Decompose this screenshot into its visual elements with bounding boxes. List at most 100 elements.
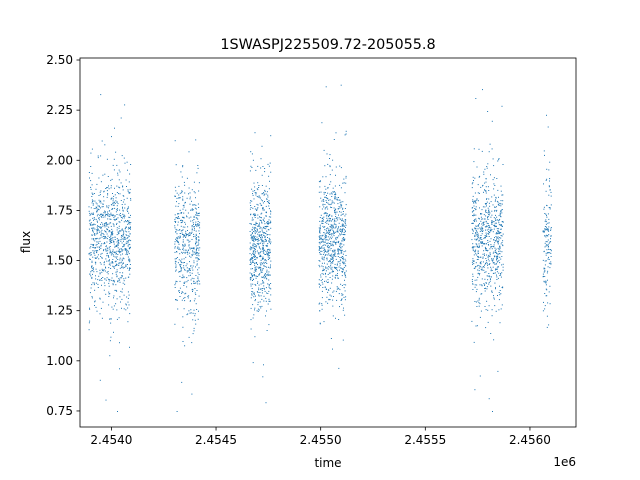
data-point [473,210,475,211]
data-point [545,223,547,225]
data-point [193,309,195,311]
data-point [253,294,255,296]
data-point [174,186,176,188]
data-point [329,165,331,167]
data-point [261,222,263,224]
data-point [92,227,94,229]
data-point [472,229,474,231]
data-point [196,309,198,310]
data-point [105,399,107,401]
data-point [344,265,346,267]
data-point [113,240,115,242]
data-point [105,266,106,268]
data-point [129,261,131,263]
data-point [340,252,342,254]
data-point [499,256,501,258]
data-point [547,239,549,241]
data-point [258,295,260,297]
data-point [496,252,497,254]
data-point [196,290,198,291]
data-point [182,205,184,207]
data-point [482,261,484,263]
data-point [104,214,106,216]
data-point [327,302,329,304]
data-point [326,197,327,199]
data-point [191,226,193,228]
data-point [326,197,328,199]
data-point [108,280,110,282]
data-point [101,271,103,273]
data-point [502,194,504,196]
data-point [176,411,178,412]
data-point [495,310,497,312]
data-point [126,243,128,245]
data-point [487,240,489,241]
data-point [337,287,339,289]
data-point [334,252,336,254]
data-point [473,254,475,256]
data-point [194,319,196,321]
data-point [477,228,479,230]
data-point [185,250,187,252]
data-point [332,348,333,350]
data-point [325,235,327,237]
data-point [502,244,504,246]
data-point [98,195,100,196]
data-point [175,221,176,223]
data-point [483,269,485,271]
data-point [127,228,129,230]
data-point [262,376,264,378]
data-point [100,155,102,157]
data-point [342,201,344,203]
data-point [113,169,115,171]
data-point [196,260,198,262]
data-point [335,174,336,176]
data-point [544,213,546,214]
data-point [191,254,193,256]
data-point [263,287,265,289]
data-point [344,223,346,225]
data-point [125,277,127,279]
data-point [251,232,253,234]
data-point [339,202,341,204]
data-point [473,148,475,150]
data-point [106,277,108,279]
data-point [250,262,252,264]
data-point [545,228,547,230]
data-point [542,259,544,261]
data-point [197,258,199,259]
data-point [187,230,188,231]
data-point [128,226,130,228]
data-point [497,201,499,203]
data-point [326,220,328,222]
data-point [190,274,191,276]
data-point [263,232,264,234]
data-point [268,251,269,253]
data-point [258,235,260,236]
data-point [264,266,266,268]
data-point [263,217,265,219]
data-point [330,265,332,267]
data-point [178,247,180,249]
data-point [342,269,344,271]
data-point [483,221,485,223]
data-point [472,195,474,197]
data-point [265,297,267,299]
data-point [128,181,130,183]
data-point [501,235,503,237]
data-point [486,222,488,224]
data-point [320,235,322,237]
data-point [180,220,182,221]
data-point [199,247,201,249]
data-point [102,277,104,278]
data-point [189,261,190,263]
data-point [266,191,268,193]
data-point [492,179,494,181]
data-point [319,180,321,182]
data-point [180,260,182,262]
data-point [324,241,326,243]
data-point [502,164,504,165]
data-point [330,203,332,205]
data-point [108,304,110,306]
data-point [193,327,195,329]
